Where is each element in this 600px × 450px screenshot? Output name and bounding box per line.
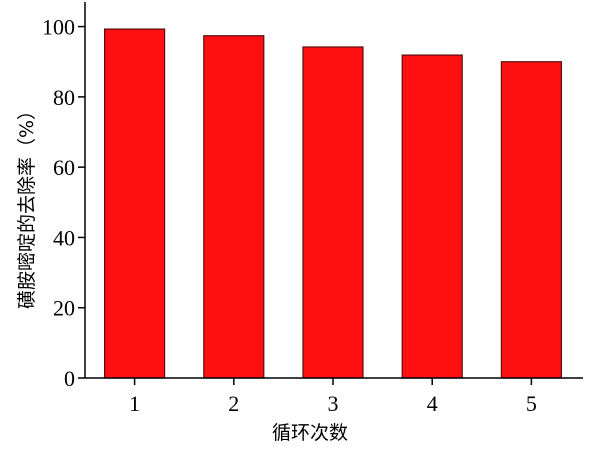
y-tick-label: 20 bbox=[53, 296, 75, 321]
bar-3 bbox=[302, 46, 364, 379]
bar-4 bbox=[401, 54, 463, 379]
x-tick-label: 5 bbox=[526, 391, 537, 416]
y-tick-label: 0 bbox=[64, 366, 75, 391]
bar-1 bbox=[103, 28, 166, 379]
bar-2 bbox=[203, 35, 265, 379]
x-tick-label: 4 bbox=[427, 391, 438, 416]
y-axis-label: 磺胺嘧啶的去除率（%） bbox=[16, 101, 38, 309]
y-tick-label: 60 bbox=[53, 155, 75, 180]
x-tick-label: 1 bbox=[129, 391, 140, 416]
x-tick-label: 3 bbox=[328, 391, 339, 416]
y-tick-label: 80 bbox=[53, 85, 75, 110]
y-tick-label: 100 bbox=[42, 15, 75, 40]
y-tick-label: 40 bbox=[53, 225, 75, 250]
x-tick-label: 2 bbox=[228, 391, 239, 416]
x-axis-label: 循环次数 bbox=[272, 422, 348, 444]
bar-5 bbox=[500, 61, 562, 379]
